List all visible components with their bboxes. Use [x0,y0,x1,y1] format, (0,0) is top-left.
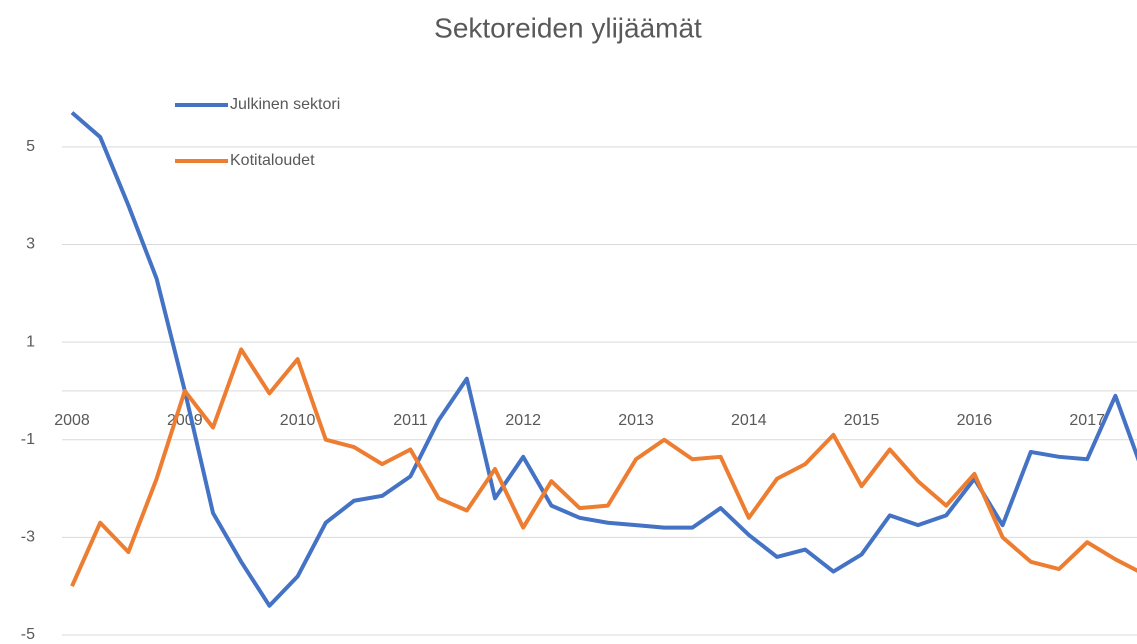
y-tick-label: 1 [26,333,35,350]
x-tick-label: 2015 [844,412,880,429]
x-tick-label: 2014 [731,412,767,429]
series-line [70,347,1137,587]
legend-label: Julkinen sektori [230,96,340,113]
chart-title: Sektoreiden ylijäämät [434,12,702,43]
y-tick-label: -1 [21,431,35,448]
x-tick-label: 2008 [54,412,90,429]
legend-label: Kotitaloudet [230,152,315,169]
y-tick-label: -3 [21,529,35,546]
x-tick-label: 2016 [957,412,993,429]
x-tick-label: 2010 [280,412,316,429]
x-tick-label: 2017 [1069,412,1105,429]
series-line [70,111,1137,608]
y-tick-label: 5 [26,138,35,155]
x-tick-label: 2011 [393,412,428,429]
x-tick-label: 2012 [505,412,541,429]
x-tick-label: 2013 [618,412,654,429]
y-tick-label: 3 [26,236,35,253]
y-tick-label: -5 [21,626,35,643]
